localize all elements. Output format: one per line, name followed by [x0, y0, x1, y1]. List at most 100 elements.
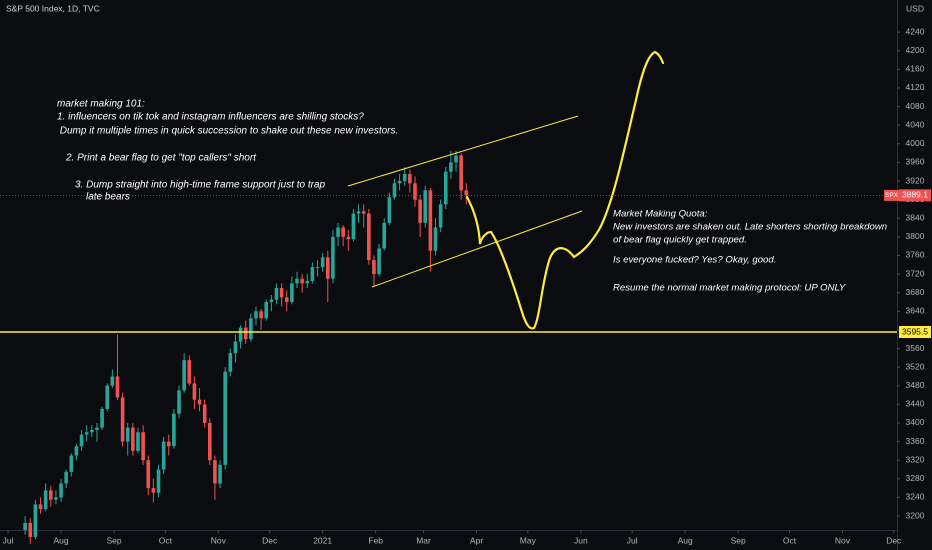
candle-body	[213, 460, 217, 484]
candle-body	[79, 434, 84, 447]
candle-body	[141, 432, 145, 461]
y-tick-label: 3440	[906, 399, 925, 409]
candle-body	[131, 427, 135, 451]
candle-body	[346, 236, 351, 240]
annotation-text: Dump it multiple times in quick successi…	[57, 126, 398, 137]
currency: USD	[906, 3, 924, 13]
candle-body	[325, 257, 330, 279]
y-tick-label: 3640	[906, 306, 925, 316]
last-price-label: 3889.1	[902, 190, 928, 200]
candle-body	[172, 413, 176, 447]
candle-body	[228, 353, 233, 372]
candle-body	[351, 213, 356, 240]
candle-body	[433, 227, 438, 251]
candle-body	[95, 427, 99, 430]
candle-body	[125, 427, 130, 442]
candle-body	[249, 318, 253, 340]
candle-body	[290, 283, 294, 302]
y-tick-label: 3320	[906, 454, 925, 464]
candle-body	[361, 211, 366, 214]
annotation-text: Market Making Quota:	[613, 209, 708, 220]
candle-body	[274, 288, 279, 300]
candle-body	[449, 162, 453, 172]
candle-body	[218, 464, 222, 484]
candle-body	[372, 260, 376, 275]
candle-body	[202, 404, 207, 423]
x-tick-label: Jun	[574, 535, 588, 545]
candle-body	[259, 311, 263, 319]
y-tick-label: 3200	[906, 510, 925, 520]
y-tick-label: 4000	[906, 138, 925, 148]
y-tick-label: 4240	[906, 26, 925, 36]
chart-title: S&P 500 Index, 1D, TVC	[6, 3, 100, 13]
candle-body	[105, 385, 110, 410]
x-tick-label: Mar	[416, 535, 431, 545]
candle-body	[161, 441, 166, 470]
y-tick-label: 3480	[906, 380, 925, 390]
candle-body	[100, 409, 104, 428]
x-tick-label: Nov	[835, 535, 851, 545]
candle-body	[208, 422, 212, 461]
candle-body	[59, 483, 63, 498]
candle-body	[264, 301, 269, 319]
annotation-text: New investors are shaken out. Late short…	[613, 222, 887, 233]
y-tick-label: 4040	[906, 119, 925, 129]
x-tick-label: Feb	[368, 535, 383, 545]
last-price-box	[899, 189, 931, 202]
x-tick-label: Jul	[3, 535, 14, 545]
x-tick-label: Aug	[53, 535, 68, 545]
candle-body	[90, 429, 94, 433]
candle-body	[136, 432, 140, 451]
candle-body	[177, 390, 181, 414]
annotation-text: 2. Print a bear flag to get "top callers…	[65, 153, 257, 164]
y-tick-label: 3520	[906, 361, 925, 371]
symbol-box	[884, 189, 899, 201]
candle-body	[233, 341, 238, 354]
candle-body	[443, 171, 448, 205]
candle-body	[156, 469, 161, 493]
candle-body	[428, 190, 433, 251]
x-tick-label: Oct	[783, 535, 797, 545]
support-label: 3595.5	[902, 326, 928, 336]
candle-body	[110, 376, 115, 386]
candle-body	[151, 488, 156, 493]
annotation-text: late bears	[86, 192, 130, 203]
candle-body	[300, 278, 304, 284]
candle-body	[284, 297, 289, 302]
x-tick-label: Sep	[106, 535, 121, 545]
annotation-text: market making 101:	[57, 99, 145, 110]
candle-body	[84, 432, 89, 435]
candle-body	[464, 190, 469, 196]
candle-body	[356, 211, 361, 214]
x-tick-label: Apr	[470, 535, 483, 545]
candle-body	[43, 490, 48, 510]
x-tick-label: Dec	[262, 535, 278, 545]
y-tick-label: 3840	[906, 212, 925, 222]
candle-body	[320, 257, 325, 268]
candle-body	[74, 446, 79, 456]
candle-body	[315, 267, 320, 269]
y-tick-label: 3760	[906, 250, 925, 260]
x-tick-label: Nov	[211, 535, 227, 545]
candle-body	[192, 383, 197, 400]
candle-body	[115, 376, 120, 398]
candle-body	[438, 204, 443, 228]
candle-body	[418, 199, 422, 223]
candle-body	[397, 181, 402, 184]
candle-body	[367, 213, 371, 261]
x-tick-label: Oct	[159, 535, 173, 545]
y-tick-label: 3800	[906, 231, 925, 241]
y-tick-label: 4080	[906, 101, 925, 111]
candle-body	[402, 174, 407, 182]
y-tick-label: 3360	[906, 436, 925, 446]
candles	[23, 150, 469, 544]
y-tick-label: 3400	[906, 417, 925, 427]
candle-body	[197, 399, 202, 405]
y-tick-label: 3240	[906, 492, 925, 502]
annotation-text: 1. influencers on tik tok and instagram …	[57, 112, 364, 123]
candle-body	[243, 327, 248, 340]
candle-body	[392, 183, 397, 198]
candle-body	[331, 236, 335, 279]
